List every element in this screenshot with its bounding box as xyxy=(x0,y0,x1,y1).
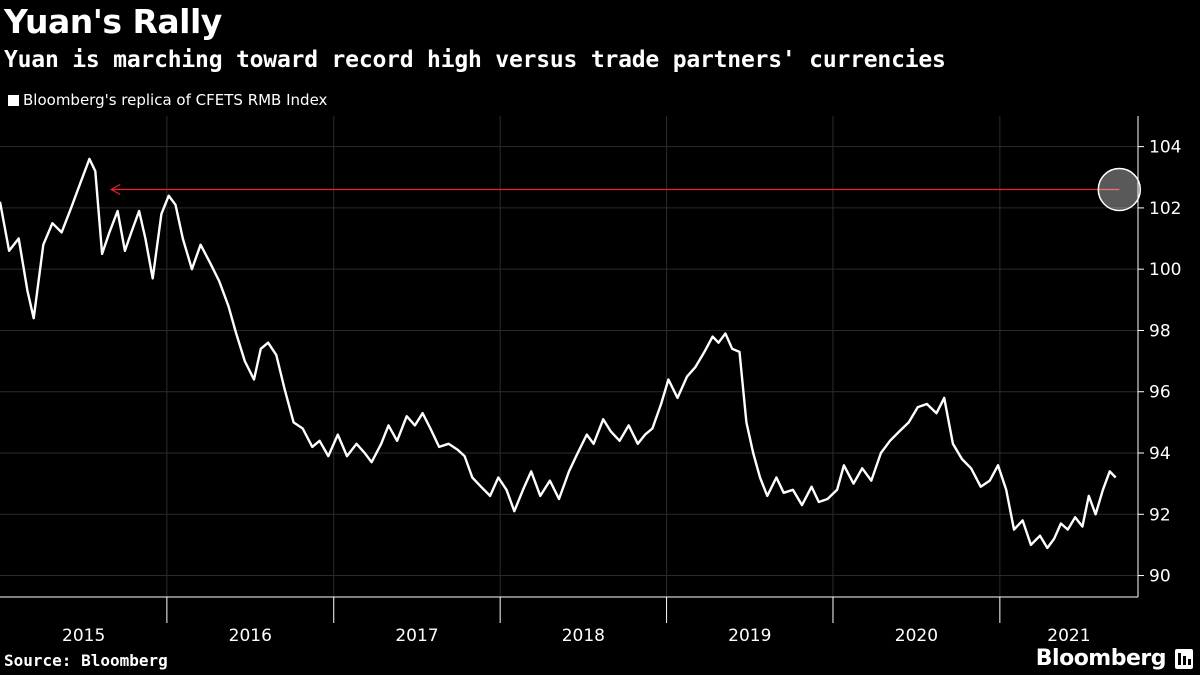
y-tick-label: 102 xyxy=(1149,199,1181,219)
y-tick-label: 92 xyxy=(1149,505,1171,525)
x-tick-label: 2018 xyxy=(562,626,605,646)
y-tick-label: 96 xyxy=(1149,383,1171,403)
x-tick-label: 2019 xyxy=(728,626,771,646)
series-line xyxy=(0,157,1117,550)
legend-label: Bloomberg's replica of CFETS RMB Index xyxy=(23,91,328,109)
source-note: Source: Bloomberg xyxy=(4,651,168,670)
chart-legend: Bloomberg's replica of CFETS RMB Index xyxy=(8,90,327,110)
arrow-head xyxy=(110,184,121,196)
highlight-circle xyxy=(1097,167,1142,212)
x-tick-label: 2016 xyxy=(229,626,272,646)
grid xyxy=(0,116,1138,597)
axes: 90 92 94 96 98 100 102 104 2015 2016 2017 2018 2019 2… xyxy=(0,116,1181,646)
y-tick-label: 104 xyxy=(1149,138,1181,158)
series-layer xyxy=(0,157,1117,550)
x-tick-label: 2017 xyxy=(395,626,438,646)
y-tick-label: 94 xyxy=(1149,444,1171,464)
x-tick-label: 2021 xyxy=(1047,626,1090,646)
chart-title: Yuan's Rally xyxy=(4,2,222,41)
annotations xyxy=(110,167,1142,212)
brand-logo: Bloomberg xyxy=(1035,646,1167,671)
chart-subtitle: Yuan is marching toward record high vers… xyxy=(4,47,946,73)
x-tick-label: 2020 xyxy=(895,626,938,646)
legend-swatch xyxy=(8,94,19,106)
y-tick-label: 100 xyxy=(1149,260,1181,280)
x-tick-label: 2015 xyxy=(62,626,105,646)
y-tick-label: 98 xyxy=(1149,321,1171,341)
terminal-icon xyxy=(1175,649,1193,669)
y-tick-label: 90 xyxy=(1149,567,1171,587)
